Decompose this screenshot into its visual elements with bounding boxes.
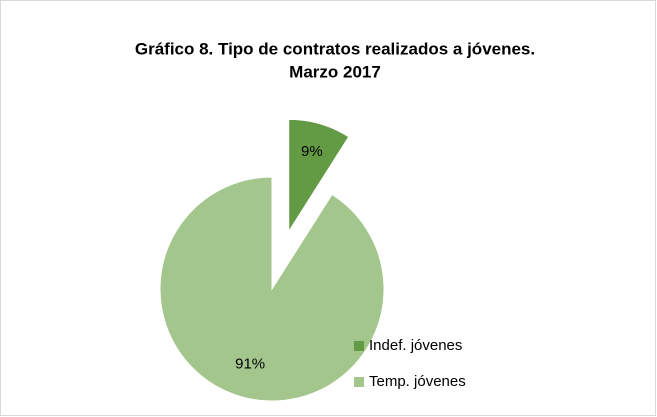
chart-title: Marzo 2017 — [289, 62, 381, 81]
legend-label: Temp. jóvenes — [369, 373, 466, 390]
pie-slice — [159, 176, 385, 402]
legend-swatch — [354, 341, 364, 351]
data-label: 9% — [301, 143, 323, 160]
legend-label: Indef. jóvenes — [369, 337, 462, 354]
pie-slice — [288, 118, 350, 234]
legend-swatch — [354, 377, 364, 387]
chart-title: Gráfico 8. Tipo de contratos realizados … — [135, 39, 535, 58]
data-label: 91% — [235, 355, 265, 372]
